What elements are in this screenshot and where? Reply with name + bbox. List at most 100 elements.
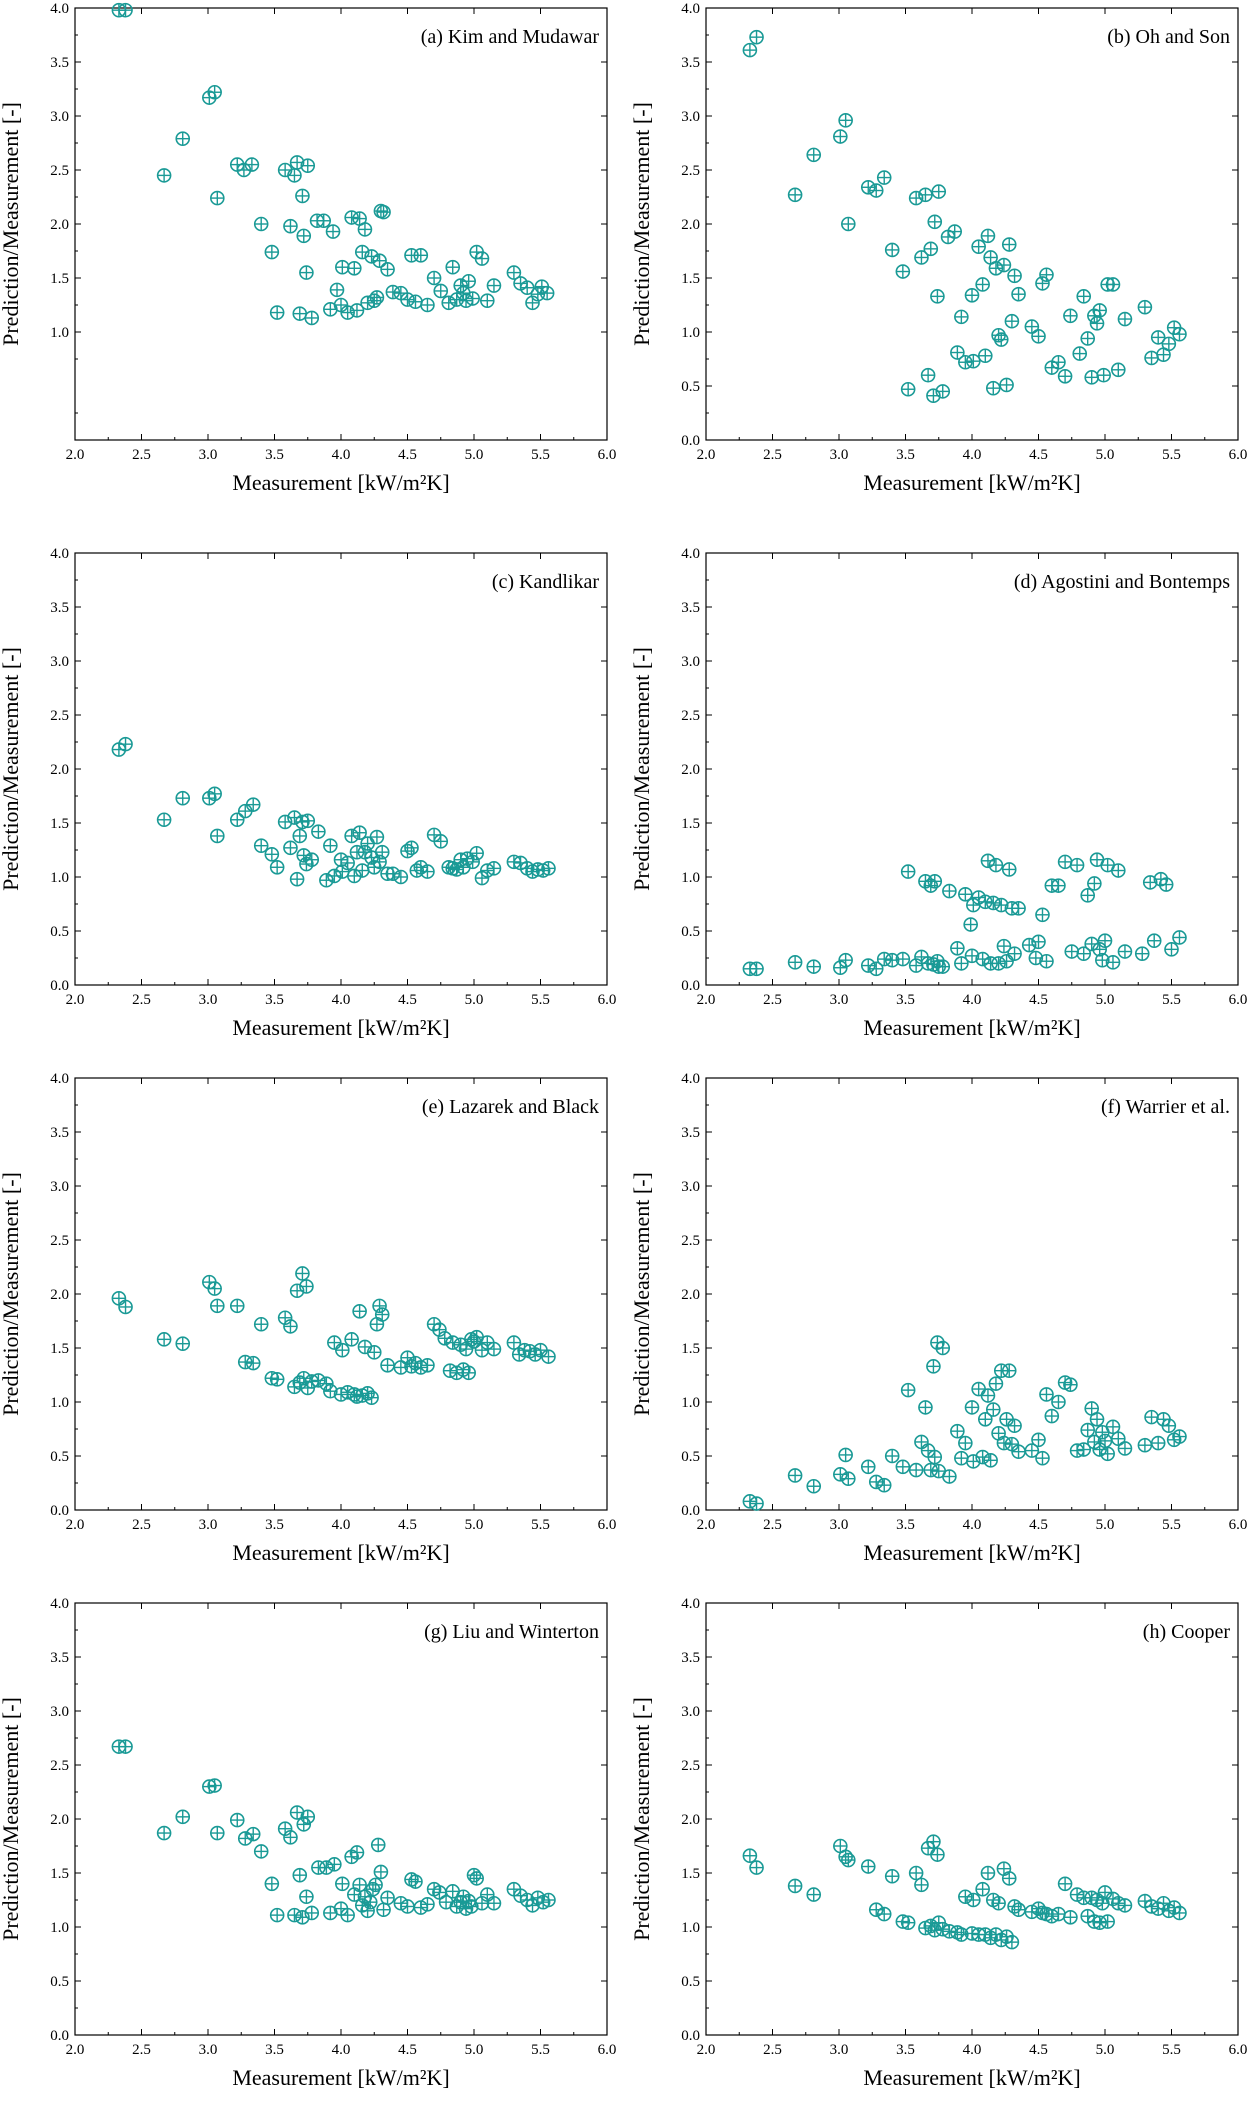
y-tick-label: 0.5 <box>681 1974 700 1990</box>
data-point <box>373 1864 389 1880</box>
data-point <box>469 845 484 861</box>
data-point <box>156 812 172 828</box>
data-point <box>1031 329 1046 344</box>
y-tick-label: 2.0 <box>50 762 69 778</box>
y-tick-label: 1.5 <box>681 1866 700 1882</box>
data-point <box>300 1809 316 1825</box>
panel-title: (h) Cooper <box>1143 1621 1231 1643</box>
data-point <box>1051 878 1066 893</box>
data-point <box>833 1467 848 1482</box>
data-point <box>229 1298 245 1314</box>
data-point <box>958 886 973 902</box>
data-point <box>1156 347 1171 362</box>
data-point <box>118 2 133 18</box>
data-point <box>366 293 382 308</box>
plot-frame <box>705 552 1239 986</box>
data-point <box>237 1831 253 1846</box>
x-tick-label: 4.5 <box>398 1517 417 1533</box>
data-point <box>918 187 933 203</box>
data-point <box>393 869 409 885</box>
y-axis-title: Prediction/Measurement [-] <box>0 1172 23 1416</box>
x-axis-title: Measurement [kW/m²K] <box>863 2065 1080 2090</box>
data-point <box>1035 1450 1050 1466</box>
data-point <box>433 283 449 299</box>
data-point <box>1092 1915 1107 1930</box>
data-point <box>269 859 285 875</box>
x-tick-label: 5.5 <box>1162 447 1181 463</box>
data-point <box>486 861 502 876</box>
data-point <box>947 224 963 239</box>
scatter-panel-d: 2.0 2.5 3.0 3.5 4.0 4.5 5.0 5.5 6.0 0.0 0.5 1.0 1.5 2… <box>629 546 1247 1040</box>
data-point <box>900 1382 916 1398</box>
x-axis-title: Measurement [kW/m²K] <box>863 1015 1080 1040</box>
data-point <box>409 863 425 878</box>
data-point <box>1111 1431 1126 1447</box>
data-point <box>1111 863 1126 878</box>
x-tick-label: 2.0 <box>66 447 85 463</box>
data-point <box>935 959 951 974</box>
data-point <box>368 1877 383 1893</box>
data-point <box>385 866 401 882</box>
data-point <box>1146 933 1162 949</box>
data-point <box>927 1922 943 1938</box>
y-tick-label: 0.0 <box>50 978 69 994</box>
panel-title: (c) Kandlikar <box>492 571 600 593</box>
data-point <box>210 1298 225 1314</box>
data-point <box>316 213 332 229</box>
data-point <box>329 282 345 298</box>
y-tick-label: 4.0 <box>50 1 69 17</box>
data-point <box>432 1885 447 1900</box>
data-point <box>319 872 334 888</box>
data-point <box>541 1349 556 1364</box>
data-point <box>1044 1408 1060 1424</box>
data-point <box>202 90 217 105</box>
data-point <box>245 1826 261 1842</box>
data-point <box>175 1336 191 1351</box>
data-point <box>453 278 469 293</box>
data-point <box>372 253 387 269</box>
data-point <box>175 790 191 806</box>
x-tick-label: 3.0 <box>830 2042 849 2058</box>
data-point <box>466 1867 482 1883</box>
data-point <box>366 1345 382 1360</box>
data-point <box>420 1357 435 1373</box>
data-point <box>1072 346 1088 361</box>
x-tick-label: 3.0 <box>199 447 218 463</box>
data-point <box>1100 1914 1115 1929</box>
data-point <box>1117 1898 1133 1913</box>
data-point <box>749 1860 764 1875</box>
data-point <box>923 241 939 257</box>
data-point <box>838 952 853 968</box>
data-point <box>931 184 947 199</box>
data-point <box>860 179 876 195</box>
data-point <box>999 953 1014 969</box>
plot-frame <box>705 1602 1239 2036</box>
data-point <box>426 1316 442 1332</box>
y-tick-label: 2.5 <box>50 1758 69 1774</box>
x-tick-label: 6.0 <box>1229 1517 1248 1533</box>
data-point <box>935 384 951 399</box>
data-point <box>1137 299 1153 315</box>
x-tick-label: 4.5 <box>1029 1517 1048 1533</box>
data-point <box>1001 237 1017 252</box>
data-point <box>506 1335 522 1350</box>
data-point <box>991 956 1006 971</box>
data-point <box>935 1340 951 1356</box>
data-point <box>530 286 546 302</box>
data-point <box>841 216 856 232</box>
x-tick-label: 5.5 <box>1162 992 1181 1008</box>
data-point <box>420 1897 435 1912</box>
data-point <box>1063 1377 1078 1393</box>
x-tick-label: 3.0 <box>830 1517 849 1533</box>
data-point <box>958 354 973 370</box>
y-tick-label: 2.0 <box>681 1287 700 1303</box>
data-point <box>884 1868 900 1884</box>
data-point <box>374 844 390 860</box>
scatter-panel-f: 2.0 2.5 3.0 3.5 4.0 4.5 5.0 5.5 6.0 0.0 0.5 1.0 1.5 2… <box>629 1071 1247 1565</box>
x-tick-label: 6.0 <box>598 992 617 1008</box>
data-point <box>469 1871 484 1886</box>
x-tick-label: 3.0 <box>830 992 849 1008</box>
data-point <box>1097 1885 1113 1900</box>
data-point <box>1092 303 1107 318</box>
data-point <box>868 183 884 198</box>
